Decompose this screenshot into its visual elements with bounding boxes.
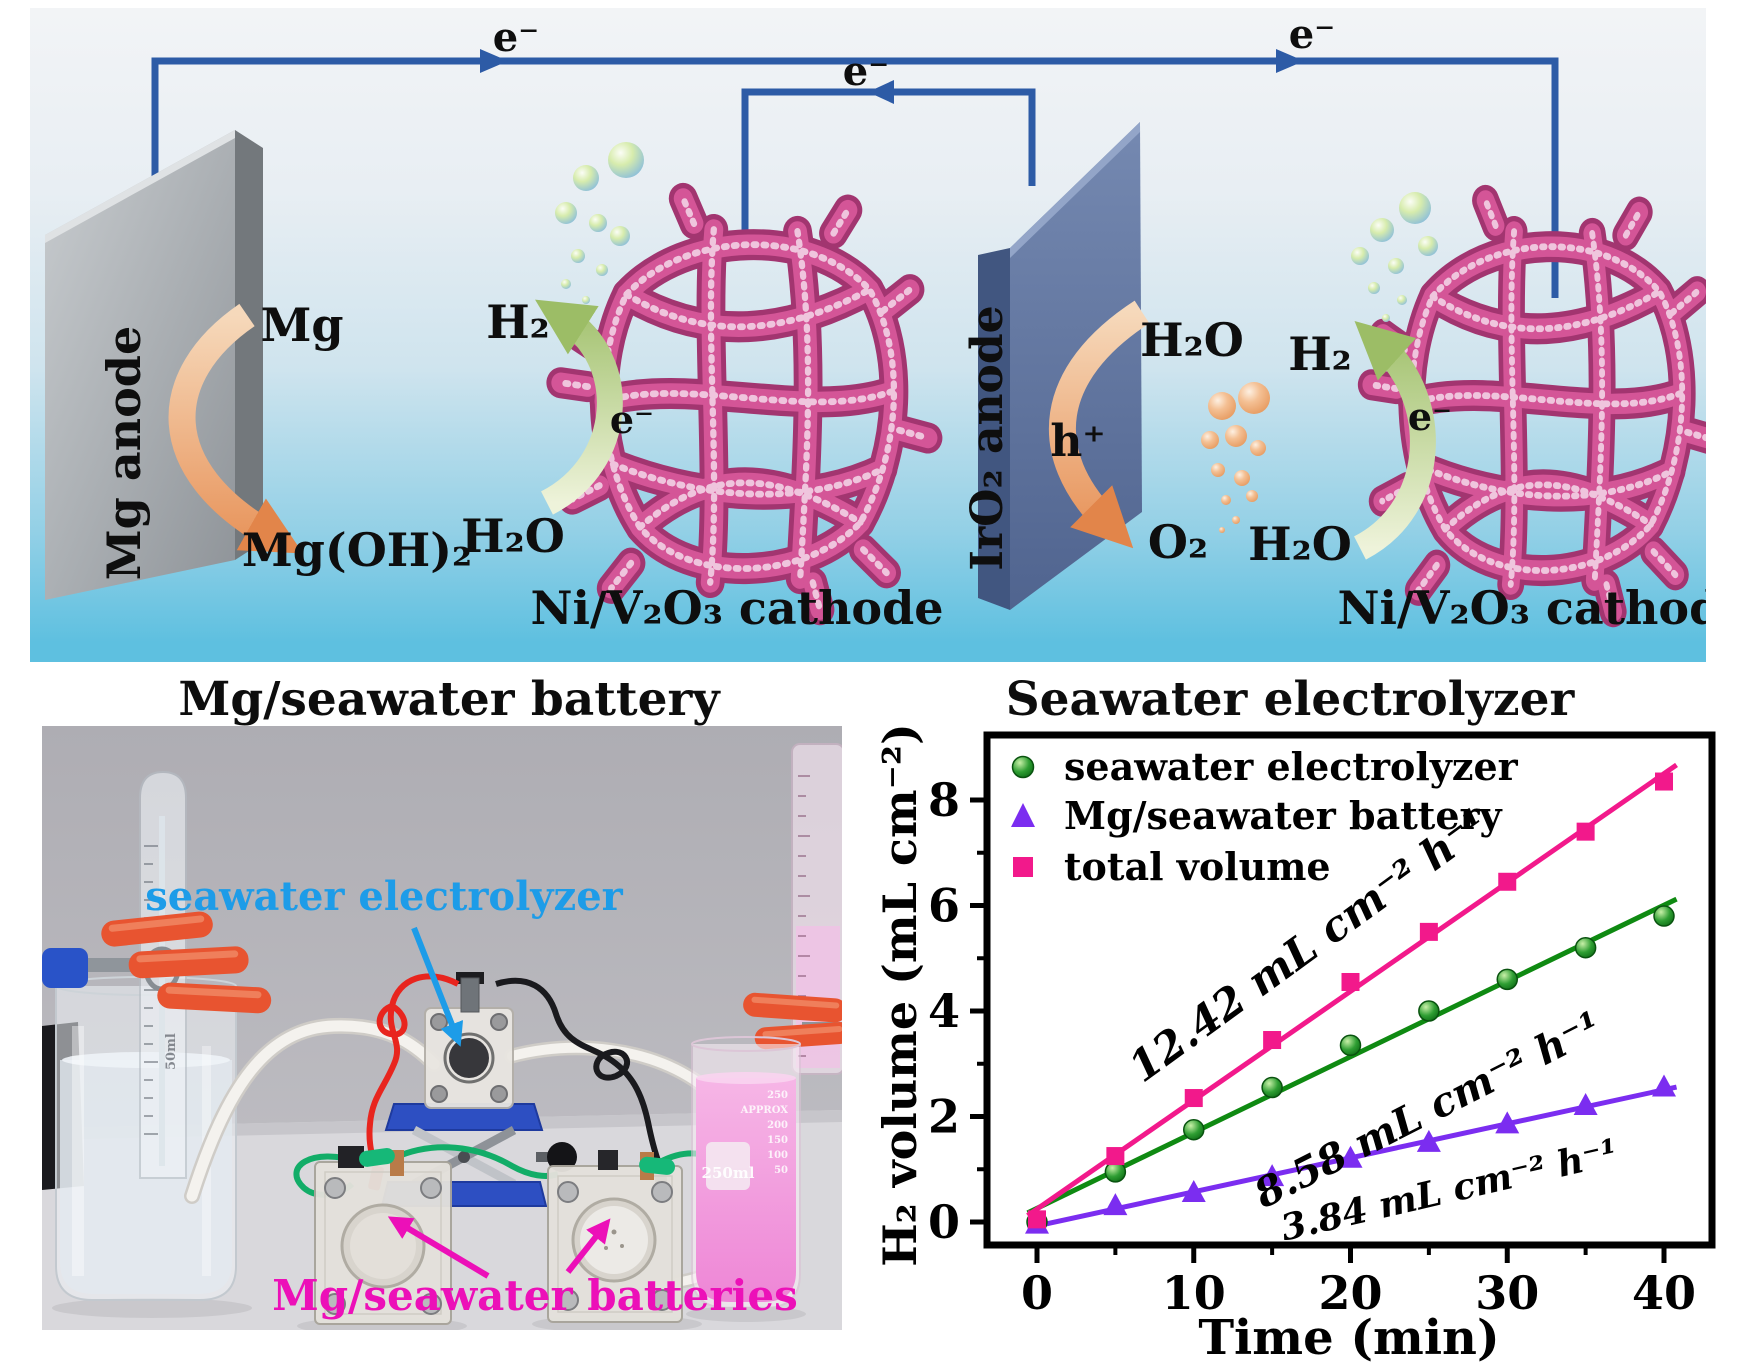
rate-label-total: 12.42 mL cm⁻² h⁻¹ [1120, 799, 1498, 1092]
legend-marker-triangle [1011, 803, 1035, 827]
electron-arrow-middle-icon [868, 80, 894, 104]
wire-red [366, 973, 460, 1171]
cathode-label-right: Ni/V₂O₃ cathode [1337, 581, 1706, 635]
mg-hydroxide-label: Mg(OH)₂ [242, 523, 472, 577]
her-arrow-left [535, 299, 623, 515]
oer-arrow [1048, 300, 1150, 549]
svg-text:100: 100 [767, 1150, 788, 1161]
svg-text:6: 6 [928, 879, 960, 933]
her-arrow-right [1353, 320, 1436, 560]
svg-text:4: 4 [928, 984, 960, 1038]
svg-text:50: 50 [774, 1165, 788, 1176]
electron-label-top-right: e⁻ [1289, 11, 1336, 58]
beaker-graduation-labels: 250 APPROX 200 150 100 50 [740, 1090, 789, 1176]
beaker-pink: 250 APPROX 200 150 100 50 250ml [691, 1036, 801, 1309]
arrow-battery-right [565, 1218, 611, 1274]
arrow-battery-left [387, 1216, 490, 1279]
h2-label-left: H₂ [486, 295, 550, 349]
legend-label-battery: Mg/seawater battery [1064, 793, 1503, 838]
h2o-label-right: H₂O [1248, 517, 1352, 571]
h2-label-right: H₂ [1288, 327, 1352, 381]
electron-arrow-left-icon [480, 49, 508, 73]
legend-label-total: total volume [1064, 844, 1331, 889]
o2-label: O₂ [1148, 515, 1208, 569]
plot-frame [983, 731, 1716, 1249]
svg-text:150: 150 [767, 1135, 788, 1146]
svg-text:8: 8 [928, 773, 960, 827]
h2o-label-middle: H₂O [1140, 313, 1244, 367]
svg-text:0: 0 [928, 1195, 960, 1249]
clamp-left [42, 911, 272, 1014]
schematic-panel: e⁻ e⁻ e⁻ Mg anode Mg Mg(OH)₂ H₂O H₂ e⁻ N… [30, 8, 1706, 662]
mg-anode-plate [45, 130, 263, 600]
mg-oxidation-arrow [168, 303, 304, 554]
photo-label-electrolyzer: seawater electrolyzer [145, 873, 623, 920]
caption-electrolyzer: Seawater electrolyzer [1005, 672, 1575, 727]
wire-black [495, 977, 663, 1168]
chart-series [1025, 762, 1678, 1234]
x-axis-title: Time (min) [1198, 1310, 1499, 1363]
legend-marker-circle [1011, 755, 1035, 779]
chart-axes: 0 10 20 30 40 0 2 4 6 8 [928, 773, 1696, 1320]
electrolyzer-window [449, 1038, 489, 1078]
beaker-volume-marking: 250ml [702, 1164, 755, 1182]
wire-green-2 [392, 1144, 559, 1179]
electron-wire-outer [151, 57, 1559, 298]
electron-label-cathode-left: e⁻ [610, 397, 654, 442]
svg-text:200: 200 [767, 1120, 788, 1131]
legend-marker-square [1013, 857, 1033, 877]
svg-text:10: 10 [1162, 1266, 1226, 1320]
svg-text:APPROX: APPROX [740, 1105, 789, 1116]
jack-knob [547, 1142, 577, 1172]
svg-text:20: 20 [1318, 1266, 1382, 1320]
h2-volume-chart: 0 10 20 30 40 0 2 4 6 8 seawater electrolyzer Mg/… [874, 723, 1716, 1363]
h2o-label-left: H₂O [461, 509, 565, 563]
h2-bubbles-right [1351, 192, 1438, 322]
graduated-cylinder-right [743, 743, 842, 1075]
electron-arrow-right-icon [1276, 49, 1304, 73]
electron-label-top-left: e⁻ [493, 14, 540, 61]
svg-text:40: 40 [1632, 1266, 1696, 1320]
mg-anode-label: Mg anode [97, 326, 151, 580]
svg-text:30: 30 [1475, 1266, 1539, 1320]
cathode-label-left: Ni/V₂O₃ cathode [530, 581, 943, 635]
chart-legend: seawater electrolyzer Mg/seawater batter… [1011, 744, 1519, 889]
svg-text:2: 2 [928, 1090, 960, 1144]
mg-label: Mg [260, 298, 343, 352]
svg-text:0: 0 [1021, 1266, 1053, 1320]
electron-label-middle: e⁻ [843, 48, 890, 95]
electrolyzer-cell [424, 972, 514, 1109]
legend-label-electrolyzer: seawater electrolyzer [1064, 744, 1519, 789]
tube-volume-marking: 50ml [164, 1033, 179, 1070]
y-axis-title: H₂ volume (mL cm⁻²) [874, 723, 927, 1267]
photo-panel: 50ml [42, 726, 842, 1330]
svg-text:250: 250 [767, 1090, 788, 1101]
caption-battery: Mg/seawater battery [178, 672, 720, 727]
photo-label-batteries: Mg/seawater batteries [272, 1271, 798, 1320]
h2-bubbles-left [555, 142, 644, 304]
o2-bubbles [1201, 382, 1270, 533]
iro2-anode-label: IrO₂ anode [962, 305, 1013, 570]
arrow-electrolyzer [411, 926, 464, 1047]
proton-label: h⁺ [1050, 416, 1105, 467]
electron-label-cathode-right: e⁻ [1408, 394, 1452, 439]
